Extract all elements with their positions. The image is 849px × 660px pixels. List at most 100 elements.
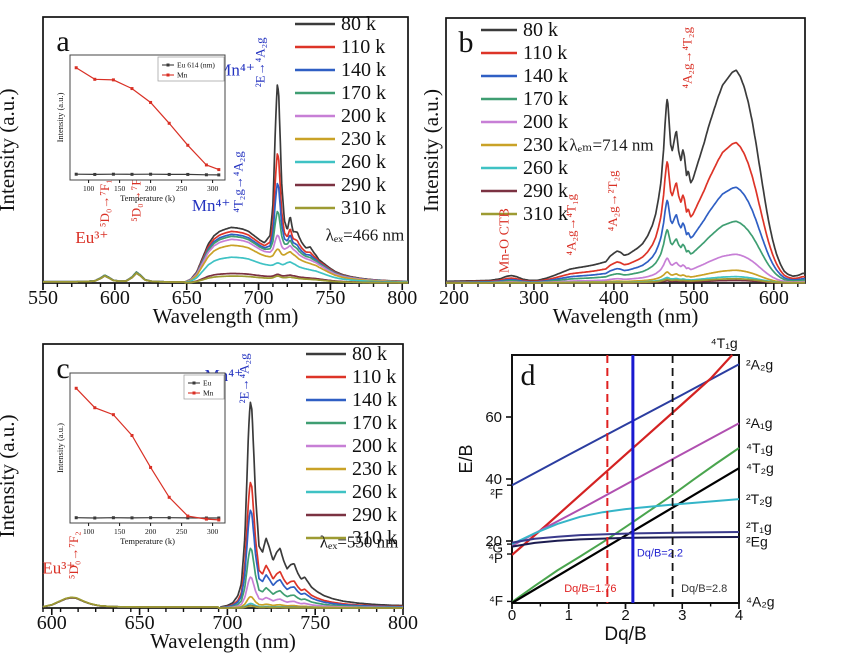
inset-x-tick-label: 250: [176, 184, 188, 193]
legend-label: 230 k: [352, 458, 397, 480]
x-tick-label: 400: [599, 287, 629, 309]
inset-data-marker: [204, 517, 208, 521]
legend-label: 200 k: [352, 435, 397, 457]
ligand-field-term: ⁴A₂g: [746, 593, 775, 609]
crystal-field-label: Dq/B=2.8: [681, 583, 727, 595]
y-tick-label: 40: [485, 471, 502, 488]
x-tick-label: 3: [678, 607, 686, 624]
ts-line-²T₁g: [511, 531, 740, 544]
ligand-field-term: ⁴T₂g: [746, 460, 774, 476]
x-tick-label: 200: [439, 287, 469, 309]
ligand-field-term: ²T₁g: [746, 519, 772, 535]
inset-data-marker: [74, 516, 78, 520]
inset-data-marker: [130, 172, 134, 176]
legend-label: 200 k: [523, 111, 568, 133]
spectrum-310k: [42, 272, 409, 284]
ligand-field-term: ⁴T₁g: [746, 440, 773, 456]
inset-y-title: Intensity (a.u.): [55, 423, 65, 473]
inset-legend-label: Eu 614 (nm): [177, 61, 215, 70]
inset-data-marker: [130, 87, 134, 91]
inset-x-tick-label: 150: [114, 184, 126, 193]
spectrum-140k: [445, 186, 806, 284]
inset-legend-frame: [157, 56, 225, 82]
annotation: Mn⁴⁺: [216, 61, 255, 80]
ligand-field-term: ²Eg: [746, 534, 768, 550]
inset-x-tick-label: 200: [145, 527, 157, 536]
inset-x-tick-label: 200: [145, 184, 157, 193]
spectrum-110k: [445, 141, 806, 283]
panel-a-emission-spectra-466nm: 550 600 650 700 750 800 Wavelength (nm) Intensi…: [0, 13, 417, 328]
y-tick-label: 60: [485, 409, 502, 426]
inset-data-marker: [167, 172, 171, 176]
axes-frame: [42, 16, 409, 284]
x-tick-label: 800: [387, 287, 417, 309]
inset-data-marker: [167, 121, 171, 125]
x-tick-label: 300: [519, 287, 549, 309]
inset-data-marker: [186, 514, 190, 518]
inset-data-marker: [204, 173, 208, 177]
spectrum-170k: [42, 547, 404, 609]
inset-legend-label: Mn: [177, 71, 188, 80]
spectrum-140k: [42, 509, 404, 609]
x-tick-label: 650: [172, 287, 202, 309]
annotation: λₑₘ=714 nm: [569, 136, 653, 155]
free-ion-term: ²G: [488, 540, 503, 555]
x-tick-label: 550: [28, 287, 58, 309]
inset-data-marker: [111, 413, 115, 417]
ligand-field-term: ²A₁g: [746, 415, 773, 431]
legend-label: 170 k: [341, 82, 386, 104]
spectrum-310k: [42, 596, 404, 609]
legend-label: 290 k: [523, 180, 568, 202]
x-tick-label: 700: [244, 287, 274, 309]
inset-data-marker: [111, 172, 115, 176]
legend-label: 290 k: [352, 504, 397, 526]
inset-legend-marker: [166, 63, 170, 67]
inset-legend-label: Mn: [203, 389, 214, 398]
legend-label: 140 k: [341, 59, 386, 81]
annotation: λₑₓ=550 nm: [320, 532, 399, 551]
inset-x-title: Temperature (k): [120, 193, 175, 203]
ts-line-²A₂g: [511, 363, 740, 487]
inset-y-title: Intensity (a.u.): [55, 92, 65, 142]
free-ion-term: ⁴P: [488, 551, 503, 566]
inset-data-marker: [111, 78, 115, 82]
spectrum-170k: [445, 220, 806, 284]
inset-data-marker: [74, 172, 78, 176]
inset-x-tick-label: 300: [207, 527, 219, 536]
annotation: ⁵D₀→⁷F₂: [129, 174, 144, 222]
inset-data-marker: [93, 77, 97, 81]
panel-letter: a: [56, 25, 69, 58]
panel-b-excitation-spectra-714nm: 200 300 400 500 600 Wavelength (nm) Intensity …: [424, 17, 806, 328]
x-tick-label: 1: [565, 607, 573, 624]
panel-c-emission-spectra-550nm: 600 650 700 750 800 Wavelength (nm) Intensity …: [0, 343, 418, 653]
inset-data-marker: [204, 163, 208, 167]
inset-legend-marker: [192, 391, 196, 395]
inset-data-marker: [111, 516, 115, 520]
x-tick-label: 750: [315, 287, 345, 309]
annotation: Eu³⁺: [42, 559, 75, 578]
legend-label: 80 k: [341, 13, 376, 35]
inset-data-marker: [74, 66, 78, 70]
inset-data-marker: [149, 172, 153, 176]
spectrum-80k: [445, 69, 806, 283]
x-axis-title: Wavelength (nm): [153, 304, 299, 328]
x-axis-title: Dq/B: [604, 624, 646, 645]
x-axis-title: Wavelength (nm): [150, 629, 296, 653]
inset-legend-marker: [192, 381, 196, 385]
legend-label: 260 k: [341, 151, 386, 173]
legend-label: 110 k: [341, 36, 385, 58]
x-tick-label: 600: [759, 287, 789, 309]
ligand-field-term: ²T₂g: [746, 491, 772, 507]
legend-label: 140 k: [352, 389, 397, 411]
annotation: Mn⁴⁺: [192, 196, 231, 215]
legend-label: 170 k: [352, 412, 397, 434]
x-tick-label: 700: [212, 612, 242, 634]
inset-data-marker: [167, 495, 171, 499]
annotation: ⁴A₂g→²T₂g: [605, 170, 620, 231]
annotation: λₑₓ=466 nm: [326, 225, 405, 244]
inset-data-marker: [217, 173, 221, 177]
inset-data-marker: [93, 172, 97, 176]
